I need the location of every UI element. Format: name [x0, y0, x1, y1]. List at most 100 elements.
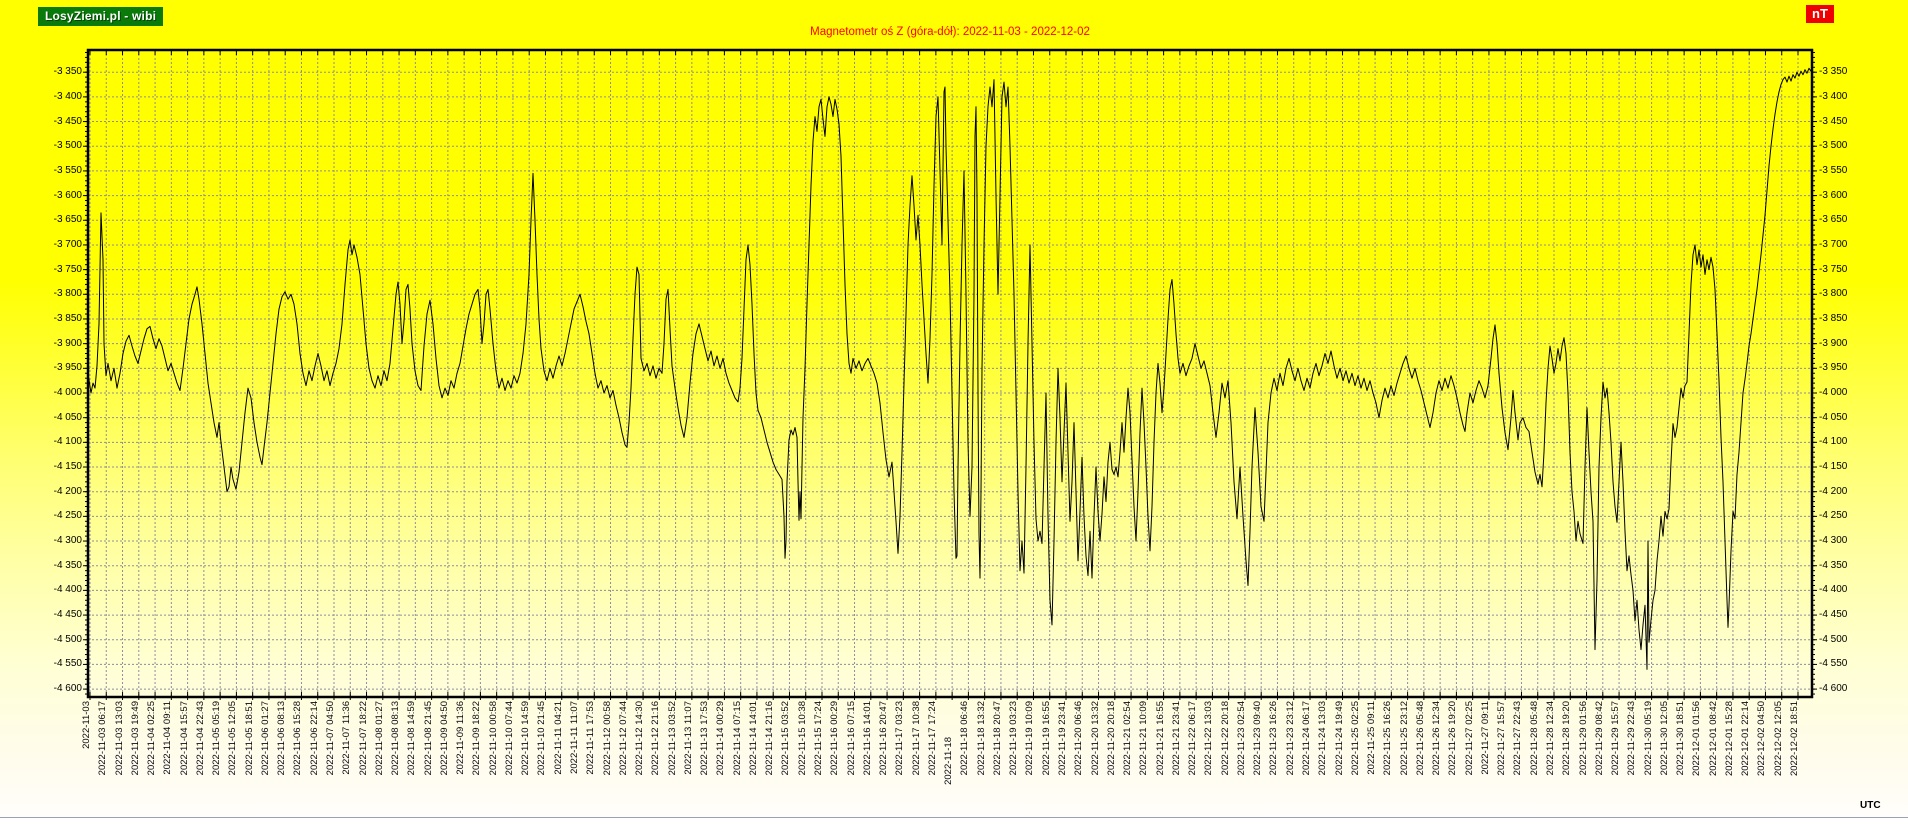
x-axis-label: 2022-11-22 20:18: [1219, 701, 1231, 776]
x-axis-label: 2022-11-23 09:40: [1252, 701, 1264, 776]
x-axis-label: 2022-11-21 16:55: [1154, 701, 1166, 776]
x-axis-label: 2022-11-17 03:23: [894, 701, 906, 776]
x-axis-label: 2022-11-05 05:19: [211, 701, 223, 776]
x-axis-label: 2022-11-19 10:09: [1024, 701, 1036, 776]
x-axis-label: 2022-11-16 20:47: [878, 701, 890, 776]
y-axis-label-left: -4 350: [53, 559, 82, 571]
x-axis-label: 2022-11-06 01:27: [259, 701, 271, 776]
x-axis-label: 2022-11-03 13:03: [113, 701, 125, 776]
x-axis-label: 2022-11-20 20:18: [1105, 701, 1117, 776]
x-axis-label: 2022-11-12 21:16: [650, 701, 662, 776]
x-axis-label: 2022-11-15 10:38: [796, 701, 808, 776]
y-axis-label-left: -3 900: [53, 337, 82, 349]
brand-badge[interactable]: LosyZiemi.pl - wibi: [38, 7, 164, 26]
plot-frame: [86, 48, 1814, 699]
y-axis-label-right: -3 500: [1819, 140, 1848, 152]
x-axis-label: 2022-11-24 06:17: [1301, 701, 1312, 776]
x-axis-label: 2022-11-27 22:43: [1512, 701, 1524, 776]
y-axis-label-left: -3 550: [53, 164, 82, 176]
x-axis-label: 2022-11-12 07:44: [617, 701, 629, 776]
x-axis-label: 2022-11-08 14:59: [406, 701, 418, 776]
x-axis-label: 2022-11-10 00:58: [487, 701, 499, 776]
x-axis-label: 2022-11-18 20:47: [991, 701, 1003, 776]
x-axis-label: 2022-11-03 19:49: [129, 701, 141, 776]
x-axis-label: 2022-11-19 23:41: [1057, 701, 1068, 776]
x-axis-label: 2022-11-20 06:46: [1073, 701, 1085, 776]
x-axis-label: 2022-11-12 00:58: [601, 701, 613, 776]
chart-title: Magnetometr oś Z (góra-dół): 2022-11-03 …: [810, 26, 1090, 38]
y-axis-label-left: -4 500: [53, 633, 82, 645]
x-axis-label: 2022-11-25 23:12: [1398, 701, 1410, 776]
y-axis-label-left: -3 350: [53, 66, 82, 78]
x-axis-label: 2022-11-22 06:17: [1187, 701, 1199, 776]
y-axis-label-right: -4 150: [1819, 461, 1848, 473]
x-axis-label: 2022-11-19 16:55: [1040, 701, 1052, 776]
y-axis-label-left: -4 000: [53, 386, 82, 398]
x-axis-label: 2022-11-17 10:38: [910, 701, 922, 776]
y-axis-label-right: -4 250: [1819, 510, 1848, 522]
y-axis-label-right: -4 200: [1819, 485, 1848, 497]
x-axis-label: 2022-11-29 08:42: [1593, 701, 1605, 776]
x-axis-label: 2022-11-16 00:29: [829, 701, 841, 776]
timezone-label: UTC: [1860, 800, 1881, 811]
x-axis-label: 2022-11-19 03:23: [1008, 701, 1020, 776]
y-axis-label-right: -4 400: [1819, 584, 1848, 596]
y-axis-label-right: -4 550: [1819, 658, 1848, 670]
x-axis-label: 2022-11-24 19:49: [1333, 701, 1345, 776]
y-axis-label-left: -3 750: [53, 263, 82, 275]
x-axis-label: 2022-11-23 23:12: [1284, 701, 1296, 776]
x-axis-label: 2022-11-27 09:11: [1479, 701, 1491, 775]
x-axis-label: 2022-11-29 01:56: [1577, 701, 1589, 776]
x-axis-label: 2022-11-26 19:20: [1447, 701, 1459, 776]
x-axis-label: 2022-11-21 23:41: [1170, 701, 1182, 776]
x-axis-label: 2022-11-20 13:32: [1089, 701, 1101, 776]
x-axis-label: 2022-11-26 05:48: [1414, 701, 1426, 776]
x-axis-label: 2022-11-28 19:20: [1561, 701, 1573, 776]
x-axis-label: 2022-12-01 22:14: [1740, 701, 1752, 777]
y-axis-label-right: -4 000: [1819, 386, 1848, 398]
x-axis-label: 2022-11-30 12:05: [1658, 701, 1670, 776]
x-axis-label: 2022-12-02 12:05: [1772, 701, 1784, 777]
x-axis-label: 2022-11-11 04:21: [552, 701, 564, 775]
x-axis-label: 2022-11-28 12:34: [1545, 701, 1556, 776]
y-axis-label-left: -4 200: [53, 485, 82, 497]
x-axis-label: 2022-11-04 02:25: [146, 701, 158, 776]
x-axis-label: 2022-11-10 14:59: [520, 701, 532, 776]
x-axis-label: 2022-11-27 02:25: [1463, 701, 1475, 776]
x-axis-label: 2022-11-27 15:57: [1496, 701, 1508, 776]
x-axis-label: 2022-11-03 06:17: [97, 701, 109, 776]
x-axis-label: 2022-11-16 14:01: [861, 701, 873, 776]
x-axis-label: 2022-11-04 22:43: [194, 701, 206, 776]
y-axis-label-right: -4 600: [1819, 683, 1848, 695]
x-axis-label: 2022-11-08 08:13: [390, 701, 402, 776]
y-axis-label-left: -4 400: [53, 584, 82, 596]
y-axis-label-right: -3 800: [1819, 288, 1848, 300]
x-axis-label: 2022-11-25 16:26: [1382, 701, 1394, 776]
data-series-line: [87, 67, 1812, 670]
x-axis-label: 2022-11-10 21:45: [536, 701, 548, 776]
page-bottom-strip: [0, 817, 1908, 825]
y-axis-label-right: -3 700: [1819, 238, 1848, 250]
x-axis-label: 2022-11-23 02:54: [1235, 701, 1247, 776]
y-axis-label-left: -3 400: [53, 90, 82, 102]
x-axis-label: 2022-11-07 04:50: [325, 701, 336, 776]
x-axis-label: 2022-11-14 21:16: [764, 701, 776, 776]
x-axis-label: 2022-11-18: [943, 737, 955, 785]
y-axis-label-left: -3 500: [53, 140, 82, 152]
x-axis-label: 2022-12-01 08:42: [1707, 701, 1719, 777]
y-axis-label-left: -3 800: [53, 288, 82, 300]
x-axis-label: 2022-11-14 07:15: [731, 701, 743, 776]
y-axis-label-left: -3 700: [53, 238, 82, 250]
x-axis-label: 2022-11-18 06:46: [959, 701, 971, 776]
y-axis-label-left: -4 600: [53, 683, 82, 695]
x-axis-label: 2022-11-06 22:14: [308, 701, 320, 776]
x-axis-label: 2022-11-06 08:13: [276, 701, 288, 776]
x-axis-label: 2022-11-25 02:25: [1349, 701, 1361, 776]
x-axis-label: 2022-11-04 15:57: [178, 701, 190, 776]
y-axis-label-left: -3 950: [53, 362, 82, 374]
x-axis-label: 2022-11-29 22:43: [1626, 701, 1638, 776]
y-axis-label-left: -3 650: [53, 214, 82, 226]
x-axis-label: 2022-11-30 05:19: [1642, 701, 1654, 776]
x-axis-label: 2022-11-18 13:32: [975, 701, 987, 776]
